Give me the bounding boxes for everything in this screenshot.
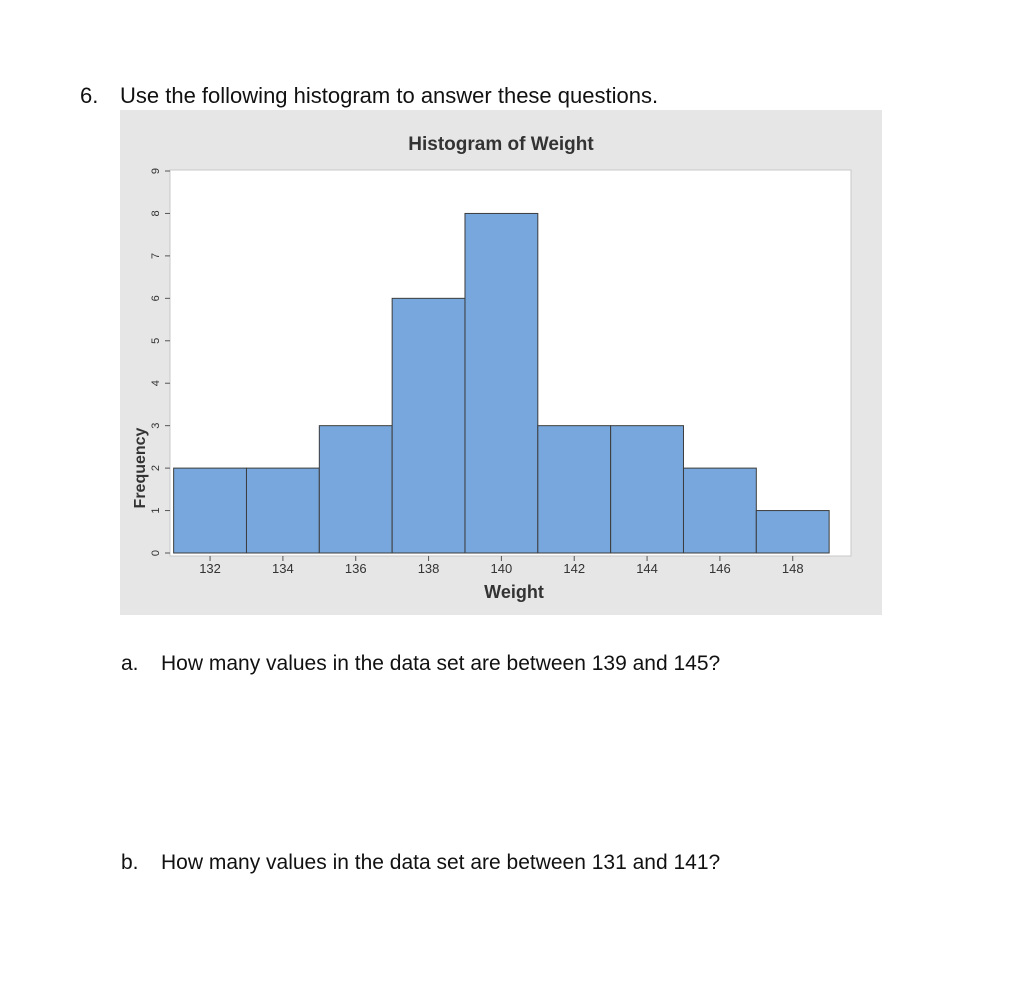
histogram-bar <box>537 425 612 554</box>
y-tick-label: 4 <box>150 380 162 386</box>
sub-question-a: a. How many values in the data set are be… <box>121 652 720 676</box>
y-tick-label: 8 <box>150 210 162 216</box>
histogram-bar <box>682 467 757 554</box>
histogram-bar <box>318 425 393 554</box>
y-tick-label: 0 <box>150 550 162 556</box>
sub-question-letter: b. <box>121 851 139 874</box>
x-tick-label: 148 <box>782 561 804 576</box>
x-tick-label: 132 <box>199 561 221 576</box>
x-tick-label: 140 <box>491 561 513 576</box>
x-tick-label: 146 <box>709 561 731 576</box>
histogram-chart: Histogram of Weight Frequency Weight 0 1 2… <box>120 110 882 615</box>
histogram-bar <box>245 467 320 554</box>
histogram-bar <box>464 212 539 554</box>
y-tick-label: 6 <box>150 295 162 301</box>
x-tick-label: 144 <box>636 561 658 576</box>
bars <box>173 212 830 554</box>
x-tick-label: 142 <box>563 561 585 576</box>
histogram-bar <box>173 467 247 554</box>
x-tick-label: 138 <box>418 561 440 576</box>
sub-question-text: How many values in the data set are betw… <box>161 652 721 675</box>
chart-title: Histogram of Weight <box>408 134 594 155</box>
x-axis-label: Weight <box>484 582 544 602</box>
y-tick-label: 5 <box>150 338 162 344</box>
sub-question-letter: a. <box>121 652 139 675</box>
question-text: Use the following histogram to answer th… <box>120 83 659 108</box>
y-tick-label: 1 <box>150 507 162 513</box>
y-axis-ticks: 0 1 2 3 4 5 6 7 8 9 <box>150 168 170 556</box>
sub-question-text: How many values in the data set are betw… <box>161 851 721 874</box>
histogram-bar <box>610 425 684 554</box>
sub-question-b: b. How many values in the data set are be… <box>121 851 720 875</box>
question-heading: 6. Use the following histogram to answer … <box>80 83 658 109</box>
y-tick-label: 2 <box>150 465 162 471</box>
y-tick-label: 7 <box>150 253 162 259</box>
histogram-bar <box>391 297 466 554</box>
y-tick-label: 3 <box>150 423 162 429</box>
x-tick-label: 134 <box>272 561 294 576</box>
x-tick-label: 136 <box>345 561 367 576</box>
question-number: 6. <box>80 83 99 108</box>
y-axis-label: Frequency <box>132 427 149 508</box>
y-tick-label: 9 <box>150 168 162 174</box>
histogram-bar <box>755 510 830 554</box>
histogram-svg: Histogram of Weight Frequency Weight 0 1 2… <box>120 110 882 615</box>
x-axis-ticks: 132 134 136 138 140 142 144 146 148 <box>199 556 804 576</box>
